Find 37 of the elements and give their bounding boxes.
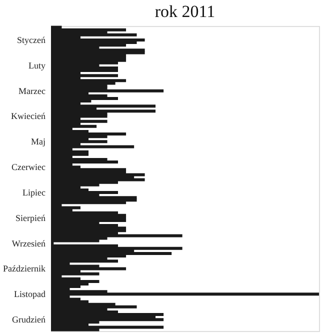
y-tick-label: Styczeń [17,34,46,45]
bar [51,152,89,156]
bar [51,124,97,128]
y-tick-label: Maj [31,136,46,147]
bar [51,260,118,263]
bar [51,234,182,238]
bar [51,89,164,92]
bar [51,252,172,255]
y-tick-label: Sierpień [16,212,46,223]
bar [51,292,319,296]
bar [51,145,134,148]
y-tick-label: Październik [3,264,46,274]
bar [51,104,156,108]
bar [51,318,164,322]
y-tick-label: Czerwiec [12,162,46,172]
bar [51,114,108,118]
y-tick-label: Luty [28,60,46,70]
y-tick-label: Listopad [14,289,46,300]
bar [51,140,108,144]
y-tick-label: Lipiec [22,187,46,198]
bar [51,267,126,270]
bar [51,33,137,36]
bar [51,160,118,164]
bar [51,120,108,123]
bar [51,206,80,210]
bar [51,74,118,78]
bar [51,110,156,113]
bar [51,246,182,250]
y-tick-label: Grudzień [12,314,46,325]
y-tick-label: Wrzesień [12,238,46,248]
bar [51,68,118,72]
y-tick-label: Kwiecień [11,111,46,122]
bar [51,326,164,329]
y-tick-label: Marzec [18,86,46,96]
bar [51,96,118,100]
chart-title: rok 2011 [154,2,216,21]
bar [51,272,100,276]
